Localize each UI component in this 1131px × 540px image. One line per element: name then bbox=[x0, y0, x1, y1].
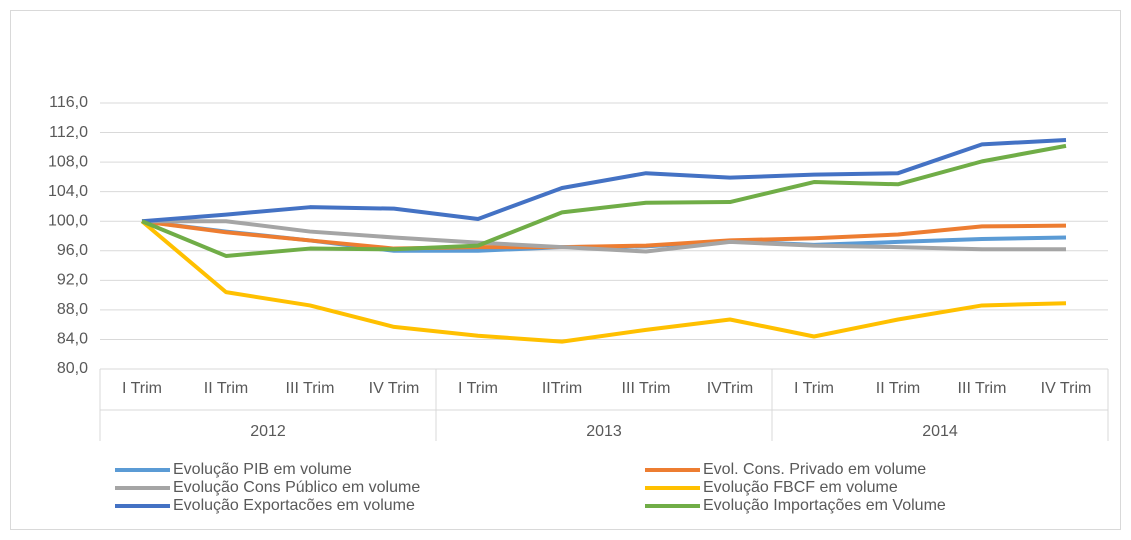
y-tick-label: 116,0 bbox=[49, 94, 88, 111]
x-tick-label: II Trim bbox=[204, 380, 248, 397]
y-tick-label: 104,0 bbox=[48, 183, 88, 200]
x-tick-label: IV Trim bbox=[1041, 380, 1092, 397]
data-line bbox=[141, 219, 1067, 251]
x-tick-label: III Trim bbox=[286, 380, 335, 397]
year-label: 2014 bbox=[922, 423, 958, 440]
legend-label: Evolução Importações em Volume bbox=[703, 497, 946, 514]
x-tick-label: I Trim bbox=[458, 380, 498, 397]
legend-label: Evolução Cons Público em volume bbox=[173, 479, 420, 496]
x-tick-label: II Trim bbox=[876, 380, 920, 397]
x-tick-label: IITrim bbox=[542, 380, 582, 397]
legend-label: Evolução FBCF em volume bbox=[703, 479, 898, 496]
x-tick-label: III Trim bbox=[622, 380, 671, 397]
x-tick-label: III Trim bbox=[958, 380, 1007, 397]
y-tick-label: 88,0 bbox=[57, 301, 88, 318]
legend-label: Evolução Exportacões em volume bbox=[173, 497, 415, 514]
x-tick-label: I Trim bbox=[794, 380, 834, 397]
data-line bbox=[141, 143, 1067, 258]
legend-label: Evolução PIB em volume bbox=[173, 461, 352, 478]
x-tick-label: IVTrim bbox=[707, 380, 754, 397]
data-line bbox=[140, 219, 1067, 344]
legend-label: Evol. Cons. Privado em volume bbox=[703, 461, 926, 478]
data-line bbox=[141, 137, 1067, 224]
y-tick-label: 112,0 bbox=[49, 124, 88, 141]
x-tick-label: I Trim bbox=[122, 380, 162, 397]
data-line bbox=[142, 219, 1066, 254]
year-label: 2013 bbox=[586, 423, 622, 440]
y-tick-label: 84,0 bbox=[57, 331, 88, 348]
y-tick-label: 96,0 bbox=[57, 242, 88, 259]
year-label: 2012 bbox=[250, 423, 286, 440]
x-tick-label: IV Trim bbox=[369, 380, 420, 397]
y-tick-label: 100,0 bbox=[48, 212, 88, 229]
y-tick-label: 80,0 bbox=[57, 360, 88, 377]
y-tick-label: 108,0 bbox=[48, 153, 88, 170]
y-tick-label: 92,0 bbox=[57, 272, 88, 289]
chart-frame bbox=[10, 10, 1121, 530]
